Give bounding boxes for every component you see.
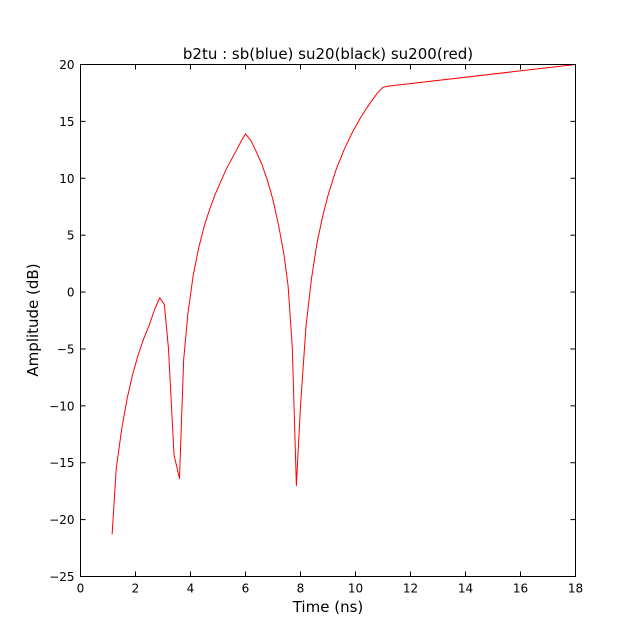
- x-tick-label: 12: [403, 582, 418, 596]
- y-tick-label: 0: [67, 286, 75, 300]
- y-tick-label: 5: [67, 229, 75, 243]
- x-tick-label: 10: [348, 582, 363, 596]
- x-tick-label: 14: [458, 582, 473, 596]
- y-tick-label: 15: [59, 115, 74, 129]
- x-axis-label: Time (ns): [292, 598, 364, 616]
- y-tick-label: −15: [49, 456, 74, 470]
- y-axis-ticks: −25 −20 −15 −10 −5 0 5 10 15 20: [49, 58, 576, 584]
- x-tick-label: 2: [132, 582, 140, 596]
- series-line: [111, 64, 576, 535]
- x-tick-label: 6: [242, 582, 250, 596]
- y-tick-label: −10: [49, 399, 74, 413]
- plot-frame: [80, 64, 576, 577]
- series-layer: [111, 64, 576, 535]
- y-axis-label: Amplitude (dB): [24, 263, 42, 376]
- y-tick-label: 10: [59, 172, 74, 186]
- y-tick-label: −20: [49, 513, 74, 527]
- y-tick-label: 20: [59, 58, 74, 72]
- x-tick-label: 4: [187, 582, 195, 596]
- x-tick-label: 18: [568, 582, 583, 596]
- x-tick-label: 8: [297, 582, 305, 596]
- y-tick-label: −5: [57, 342, 75, 356]
- x-tick-label: 16: [513, 582, 528, 596]
- chart-title: b2tu : sb(blue) su20(black) su200(red): [183, 45, 473, 63]
- x-axis-ticks: 0 2 4 6 8 10 12 14 16 18: [77, 64, 583, 596]
- y-tick-label: −25: [49, 570, 74, 584]
- x-tick-label: 0: [77, 582, 85, 596]
